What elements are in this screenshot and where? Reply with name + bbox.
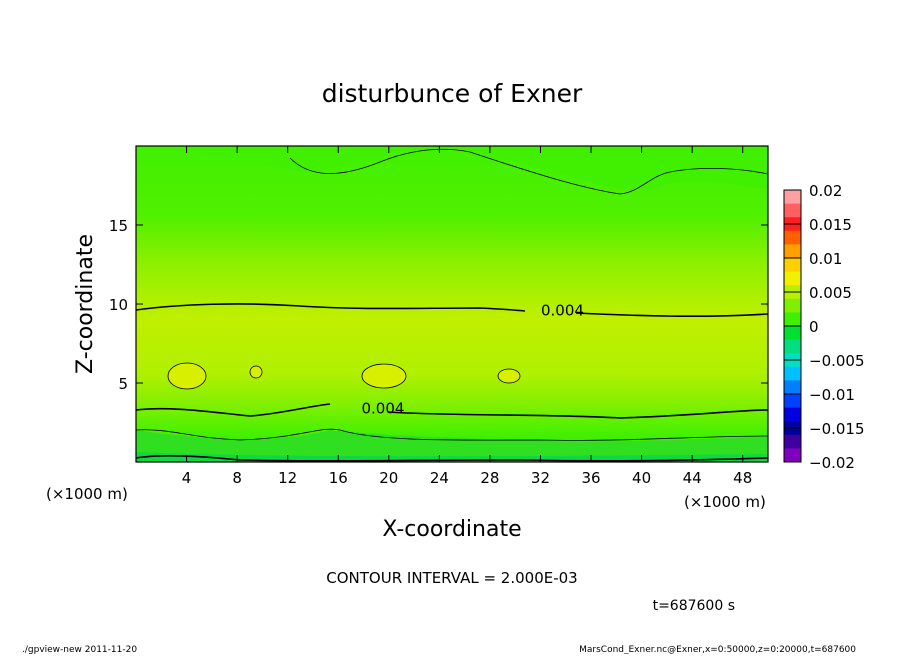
contour-label-1: 0.004 (362, 399, 405, 417)
footer-right: MarsCond_Exner.nc@Exner,x=0:50000,z=0:20… (579, 645, 856, 654)
contour-line-low (136, 428, 768, 441)
x-tick-layer: 4 8 12 16 20 24 28 32 36 40 44 48 (182, 146, 752, 487)
colorbar-swatch-13 (784, 366, 801, 381)
x-tick-label-9: 40 (632, 469, 651, 487)
x-tick-label-4: 20 (379, 469, 398, 487)
colorbar-swatch-1 (784, 203, 801, 218)
y-tick-label-2: 15 (109, 217, 128, 235)
footer-left: ./gpview-new 2011-11-20 (22, 645, 137, 654)
x-unit-right: (×1000 m) (684, 493, 766, 511)
cell-c (361, 363, 407, 389)
colorbar-label-3: 0.005 (809, 284, 852, 302)
time-stamp: t=687600 s (653, 598, 735, 614)
plot-area (136, 146, 768, 462)
colorbar-swatch-5 (784, 258, 801, 273)
contour-label-0: 0.004 (541, 301, 584, 319)
colorbar-swatch-11 (784, 339, 801, 354)
cell-b (249, 365, 263, 379)
colorbar: 0.02 0.015 0.01 0.005 0 −0.005 −0.01 −0.015 −0.0… (783, 182, 865, 472)
x-tick-label-8: 36 (581, 469, 600, 487)
x-unit-left: (×1000 m) (46, 485, 128, 503)
y-tick-layer: 5 10 15 (109, 217, 768, 393)
contour-label-layer: 0.004 0.004 (362, 301, 584, 417)
contour-line-upper (289, 148, 768, 195)
colorbar-label-5: −0.005 (809, 352, 865, 370)
x-tick-label-2: 12 (278, 469, 297, 487)
x-tick-label-6: 28 (480, 469, 499, 487)
colorbar-swatch-8 (784, 298, 801, 313)
colorbar-swatch-4 (784, 244, 801, 259)
cell-d (497, 368, 521, 384)
colorbar-swatch-0 (784, 190, 801, 205)
colorbar-swatch-14 (784, 380, 801, 395)
colorbar-label-1: 0.015 (809, 216, 852, 234)
colorbar-swatch-16 (784, 407, 801, 422)
y-tick-label-1: 10 (109, 296, 128, 314)
lower-band (136, 430, 768, 462)
colorbar-label-2: 0.01 (809, 250, 842, 268)
colorbar-swatch-19 (784, 448, 801, 463)
colorbar-swatch-10 (784, 326, 801, 341)
y-tick-label-0: 5 (118, 375, 128, 393)
colorbar-swatch-6 (784, 271, 801, 286)
colorbar-swatch-9 (784, 312, 801, 327)
cell-a (167, 362, 207, 390)
chart-title: disturbunce of Exner (322, 79, 583, 108)
contour-line-0004-top (136, 303, 768, 318)
contour-interval: CONTOUR INTERVAL = 2.000E-03 (326, 569, 577, 587)
x-axis-label: X-coordinate (382, 517, 521, 542)
colorbar-label-8: −0.02 (809, 454, 855, 472)
upper-band (136, 146, 768, 191)
bottom-band (136, 452, 768, 462)
x-tick-label-11: 48 (733, 469, 752, 487)
x-tick-label-10: 44 (683, 469, 702, 487)
colorbar-label-6: −0.01 (809, 386, 855, 404)
contour-line-bottom (136, 455, 768, 462)
x-tick-label-7: 32 (531, 469, 550, 487)
colorbar-swatch-3 (784, 230, 801, 245)
x-tick-label-3: 16 (329, 469, 348, 487)
colorbar-swatch-18 (784, 434, 801, 449)
x-tick-label-1: 8 (232, 469, 242, 487)
x-tick-label-0: 4 (182, 469, 192, 487)
x-tick-label-5: 24 (430, 469, 449, 487)
colorbar-label-4: 0 (809, 318, 819, 336)
colorbar-label-7: −0.015 (809, 420, 865, 438)
colorbar-swatch-15 (784, 394, 801, 409)
colorbar-label-0: 0.02 (809, 182, 842, 200)
y-axis-label: Z-coordinate (73, 234, 98, 374)
contour-line-0004-bottom (136, 403, 768, 419)
